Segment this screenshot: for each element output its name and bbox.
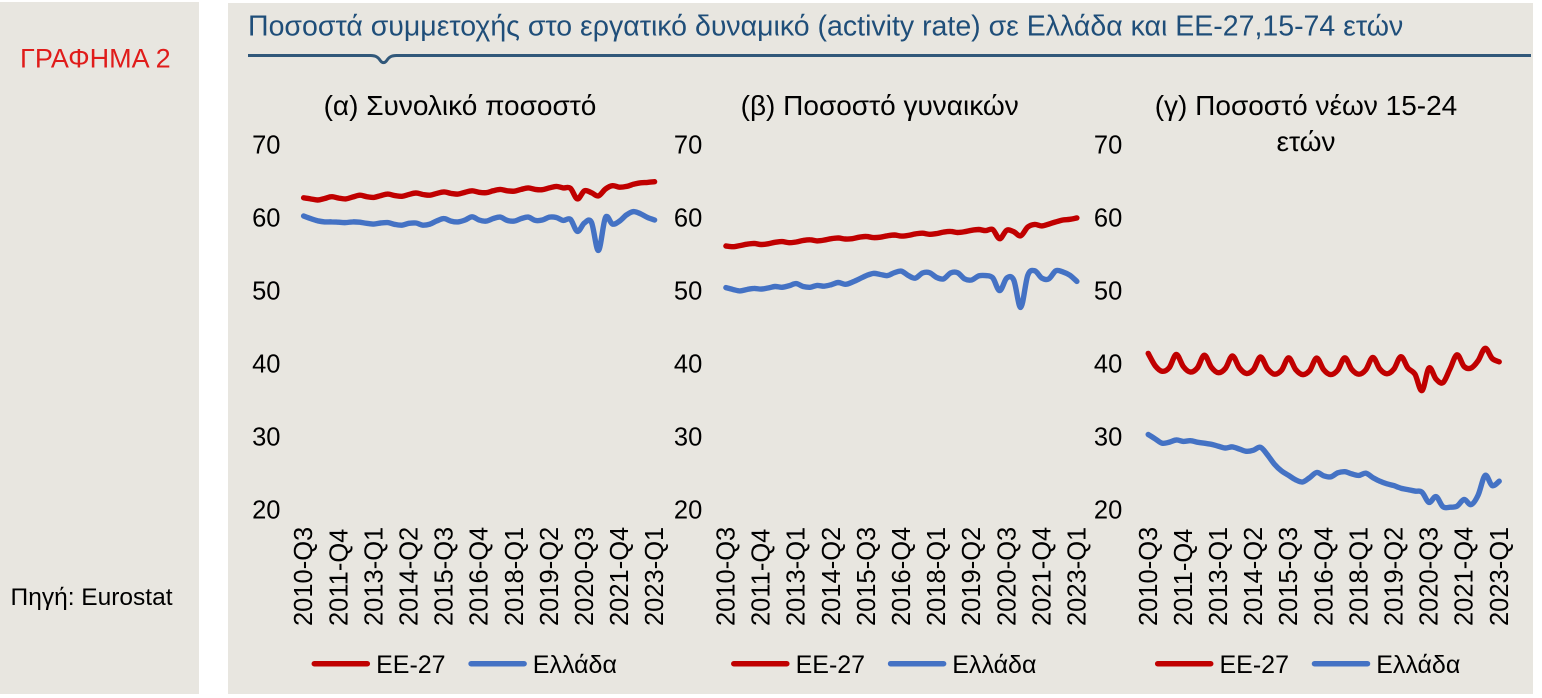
svg-text:2010-Q3: 2010-Q3 — [713, 527, 741, 626]
svg-text:60: 60 — [1094, 204, 1122, 232]
svg-text:2013-Q1: 2013-Q1 — [783, 527, 811, 626]
svg-text:70: 70 — [674, 131, 702, 159]
svg-text:2019-Q2: 2019-Q2 — [958, 527, 986, 626]
svg-text:(γ) Ποσοστό νέων 15-24: (γ) Ποσοστό νέων 15-24 — [1155, 90, 1458, 121]
svg-text:2021-Q4: 2021-Q4 — [606, 527, 634, 626]
svg-text:50: 50 — [252, 277, 280, 305]
svg-text:30: 30 — [252, 424, 280, 452]
svg-text:2010-Q3: 2010-Q3 — [290, 527, 318, 626]
svg-text:ΕΕ-27: ΕΕ-27 — [1220, 651, 1289, 679]
svg-text:ΓΡΑΦΗΜΑ 2: ΓΡΑΦΗΜΑ 2 — [20, 43, 171, 73]
svg-text:2021-Q4: 2021-Q4 — [1451, 527, 1479, 626]
svg-text:70: 70 — [252, 131, 280, 159]
svg-text:2015-Q3: 2015-Q3 — [1275, 527, 1303, 626]
svg-text:2016-Q4: 2016-Q4 — [888, 527, 916, 626]
svg-text:(β) Ποσοστό γυναικών: (β) Ποσοστό γυναικών — [741, 90, 1019, 121]
svg-text:50: 50 — [674, 277, 702, 305]
svg-text:2018-Q1: 2018-Q1 — [923, 527, 951, 626]
svg-text:2023-Q1: 2023-Q1 — [1064, 527, 1092, 626]
svg-text:20: 20 — [674, 497, 702, 525]
svg-text:2011-Q4: 2011-Q4 — [325, 529, 353, 626]
svg-text:50: 50 — [1094, 277, 1122, 305]
svg-text:2019-Q2: 2019-Q2 — [1381, 527, 1409, 626]
svg-text:40: 40 — [674, 351, 702, 379]
svg-text:Ελλάδα: Ελλάδα — [1376, 651, 1460, 679]
svg-text:2011-Q4: 2011-Q4 — [1170, 529, 1198, 626]
svg-text:40: 40 — [252, 351, 280, 379]
svg-text:(α) Συνολικό ποσοστό: (α) Συνολικό ποσοστό — [324, 90, 597, 121]
svg-text:20: 20 — [1094, 497, 1122, 525]
svg-text:2014-Q2: 2014-Q2 — [818, 527, 846, 626]
svg-text:40: 40 — [1094, 351, 1122, 379]
svg-text:30: 30 — [674, 424, 702, 452]
svg-text:ΕΕ-27: ΕΕ-27 — [796, 651, 865, 679]
svg-text:ΕΕ-27: ΕΕ-27 — [376, 651, 445, 679]
svg-text:60: 60 — [252, 204, 280, 232]
svg-text:2011-Q4: 2011-Q4 — [748, 529, 776, 626]
svg-text:2015-Q3: 2015-Q3 — [431, 527, 459, 626]
svg-text:2020-Q3: 2020-Q3 — [1416, 527, 1444, 626]
svg-text:2016-Q4: 2016-Q4 — [466, 527, 494, 626]
svg-text:30: 30 — [1094, 424, 1122, 452]
svg-text:2013-Q1: 2013-Q1 — [360, 527, 388, 626]
svg-text:2021-Q4: 2021-Q4 — [1028, 527, 1056, 626]
svg-text:60: 60 — [674, 204, 702, 232]
svg-text:2016-Q4: 2016-Q4 — [1310, 527, 1338, 626]
svg-text:2019-Q2: 2019-Q2 — [536, 527, 564, 626]
svg-text:2014-Q2: 2014-Q2 — [1240, 527, 1268, 626]
svg-text:2014-Q2: 2014-Q2 — [396, 527, 424, 626]
svg-text:20: 20 — [252, 497, 280, 525]
svg-text:2018-Q1: 2018-Q1 — [501, 527, 529, 626]
svg-text:2020-Q3: 2020-Q3 — [993, 527, 1021, 626]
svg-text:2015-Q3: 2015-Q3 — [853, 527, 881, 626]
svg-text:2013-Q1: 2013-Q1 — [1205, 527, 1233, 626]
svg-text:ετών: ετών — [1276, 126, 1335, 157]
svg-text:70: 70 — [1094, 131, 1122, 159]
svg-text:2023-Q1: 2023-Q1 — [641, 527, 669, 626]
svg-text:Ελλάδα: Ελλάδα — [533, 651, 617, 679]
svg-text:Ποσοστά συμμετοχής στο εργατικ: Ποσοστά συμμετοχής στο εργατικό δυναμικό… — [248, 11, 1403, 43]
svg-text:2010-Q3: 2010-Q3 — [1135, 527, 1163, 626]
svg-text:2023-Q1: 2023-Q1 — [1486, 527, 1514, 626]
svg-text:2020-Q3: 2020-Q3 — [571, 527, 599, 626]
svg-text:Ελλάδα: Ελλάδα — [952, 651, 1036, 679]
svg-text:Πηγή: Eurostat: Πηγή: Eurostat — [11, 584, 173, 611]
svg-text:2018-Q1: 2018-Q1 — [1345, 527, 1373, 626]
